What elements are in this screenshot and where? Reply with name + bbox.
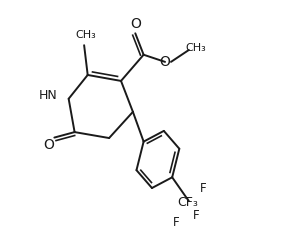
Text: F: F bbox=[173, 216, 179, 229]
Text: HN: HN bbox=[39, 89, 58, 102]
Text: CH₃: CH₃ bbox=[75, 30, 96, 40]
Text: CH₃: CH₃ bbox=[186, 43, 206, 53]
Text: O: O bbox=[160, 55, 171, 69]
Text: O: O bbox=[43, 138, 54, 152]
Text: O: O bbox=[130, 17, 141, 31]
Text: CF₃: CF₃ bbox=[177, 196, 198, 209]
Text: F: F bbox=[200, 182, 206, 194]
Text: F: F bbox=[193, 209, 199, 222]
